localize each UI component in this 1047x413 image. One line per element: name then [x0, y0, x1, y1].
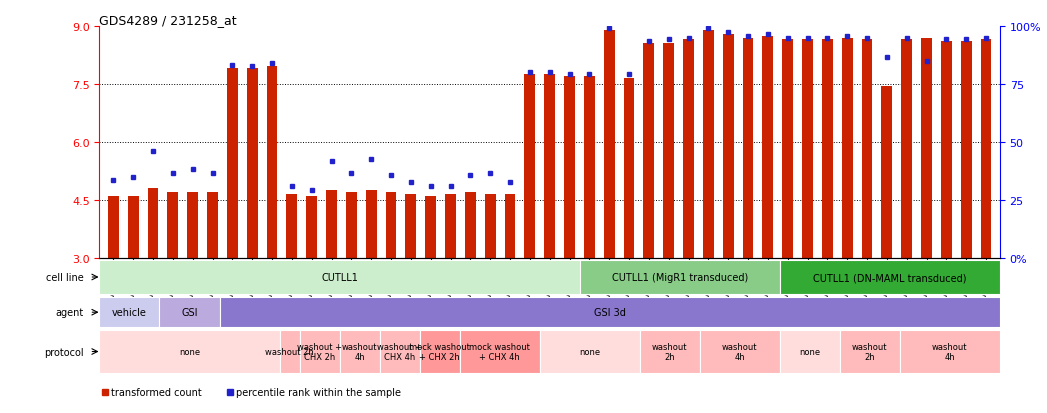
- Bar: [840, 330, 899, 373]
- Bar: [247, 69, 258, 258]
- Bar: [299, 330, 339, 373]
- Bar: [99, 330, 280, 373]
- Bar: [822, 40, 832, 258]
- Bar: [580, 260, 780, 294]
- Bar: [981, 40, 992, 258]
- Bar: [220, 297, 1000, 328]
- Bar: [683, 40, 694, 258]
- Bar: [207, 192, 218, 258]
- Bar: [584, 77, 595, 258]
- Bar: [460, 330, 539, 373]
- Text: none: none: [179, 347, 200, 356]
- Text: none: none: [799, 347, 821, 356]
- Bar: [539, 330, 640, 373]
- Bar: [485, 195, 495, 258]
- Text: CUTLL1: CUTLL1: [321, 272, 358, 282]
- Bar: [168, 192, 178, 258]
- Bar: [365, 191, 377, 258]
- Text: mock washout
+ CHX 4h: mock washout + CHX 4h: [469, 342, 530, 361]
- Bar: [405, 195, 417, 258]
- Text: cell line: cell line: [46, 272, 84, 282]
- Bar: [882, 87, 892, 258]
- Text: vehicle: vehicle: [112, 307, 147, 318]
- Text: GSI: GSI: [181, 307, 198, 318]
- Bar: [742, 38, 754, 258]
- Text: mock washout
+ CHX 2h: mock washout + CHX 2h: [409, 342, 470, 361]
- Bar: [640, 330, 699, 373]
- Bar: [267, 67, 277, 258]
- Bar: [644, 44, 654, 258]
- Text: CUTLL1 (MigR1 transduced): CUTLL1 (MigR1 transduced): [611, 272, 748, 282]
- Bar: [420, 330, 460, 373]
- Bar: [544, 75, 555, 258]
- Bar: [780, 330, 840, 373]
- Bar: [901, 40, 912, 258]
- Text: washout
4h: washout 4h: [341, 342, 377, 361]
- Bar: [445, 195, 455, 258]
- Bar: [941, 42, 952, 258]
- Bar: [722, 35, 734, 258]
- Text: washout +
CHX 2h: washout + CHX 2h: [297, 342, 342, 361]
- Bar: [465, 192, 475, 258]
- Bar: [564, 77, 575, 258]
- Bar: [921, 38, 932, 258]
- Bar: [385, 192, 397, 258]
- Bar: [159, 297, 220, 328]
- Text: protocol: protocol: [44, 347, 84, 357]
- Text: percentile rank within the sample: percentile rank within the sample: [237, 387, 401, 397]
- Bar: [899, 330, 1000, 373]
- Bar: [425, 197, 437, 258]
- Text: washout
2h: washout 2h: [852, 342, 888, 361]
- Bar: [287, 195, 297, 258]
- Text: transformed count: transformed count: [111, 387, 202, 397]
- Text: washout
2h: washout 2h: [652, 342, 688, 361]
- Bar: [780, 260, 1000, 294]
- Bar: [703, 31, 714, 258]
- Bar: [346, 192, 357, 258]
- Text: washout +
CHX 4h: washout + CHX 4h: [377, 342, 422, 361]
- Bar: [326, 191, 337, 258]
- Bar: [187, 192, 198, 258]
- Bar: [280, 330, 299, 373]
- Text: none: none: [579, 347, 600, 356]
- Bar: [99, 260, 580, 294]
- Text: washout
4h: washout 4h: [722, 342, 758, 361]
- Bar: [525, 75, 535, 258]
- Bar: [148, 189, 158, 258]
- Text: washout 2h: washout 2h: [265, 347, 314, 356]
- Text: agent: agent: [55, 307, 84, 318]
- Text: CUTLL1 (DN-MAML transduced): CUTLL1 (DN-MAML transduced): [814, 272, 966, 282]
- Bar: [306, 197, 317, 258]
- Bar: [762, 36, 774, 258]
- Text: washout
4h: washout 4h: [932, 342, 967, 361]
- Bar: [604, 31, 615, 258]
- Bar: [505, 195, 515, 258]
- Text: GSI 3d: GSI 3d: [594, 307, 626, 318]
- Bar: [961, 42, 972, 258]
- Bar: [624, 79, 634, 258]
- Bar: [108, 197, 118, 258]
- Bar: [227, 69, 238, 258]
- Bar: [862, 40, 872, 258]
- Bar: [663, 44, 674, 258]
- Bar: [128, 197, 138, 258]
- Bar: [802, 40, 812, 258]
- Bar: [842, 38, 852, 258]
- Text: GDS4289 / 231258_at: GDS4289 / 231258_at: [99, 14, 237, 27]
- Bar: [380, 330, 420, 373]
- Bar: [782, 40, 794, 258]
- Bar: [99, 297, 159, 328]
- Bar: [339, 330, 380, 373]
- Bar: [699, 330, 780, 373]
